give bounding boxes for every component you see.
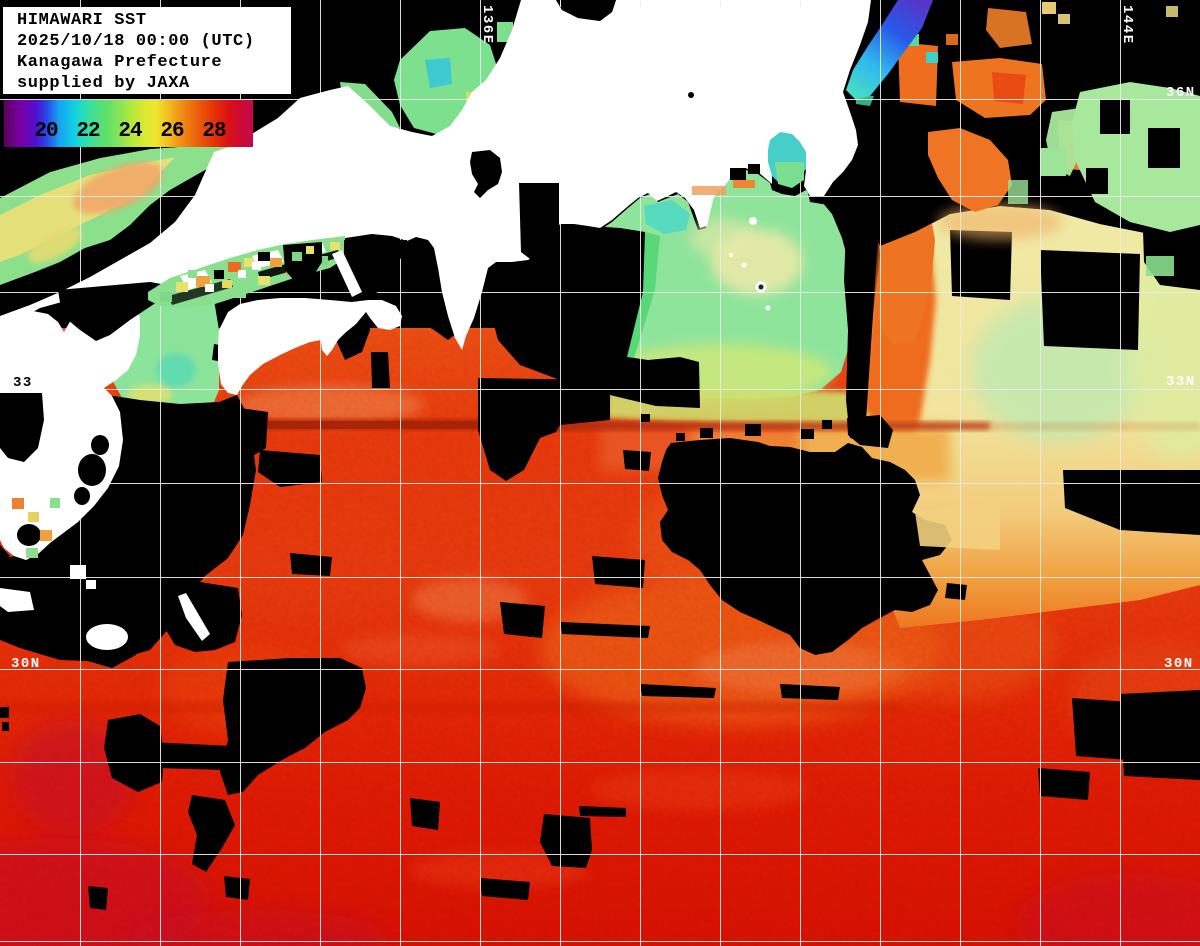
svg-text:HIMAWARI SST: HIMAWARI SST — [17, 11, 147, 30]
svg-text:136E: 136E — [479, 5, 495, 45]
svg-text:24: 24 — [118, 120, 142, 143]
svg-text:supplied by JAXA: supplied by JAXA — [17, 74, 190, 93]
svg-text:28: 28 — [202, 120, 226, 143]
svg-text:20: 20 — [34, 120, 58, 143]
svg-text:26: 26 — [160, 120, 184, 143]
svg-text:22: 22 — [76, 120, 100, 143]
svg-text:36N: 36N — [1166, 85, 1196, 101]
svg-text:33N: 33N — [1166, 374, 1196, 390]
svg-text:33: 33 — [13, 375, 33, 391]
svg-text:Kanagawa Prefecture: Kanagawa Prefecture — [17, 53, 222, 72]
svg-text:30N: 30N — [11, 656, 41, 672]
svg-text:30N: 30N — [1164, 656, 1194, 672]
svg-text:2025/10/18 00:00 (UTC): 2025/10/18 00:00 (UTC) — [17, 32, 255, 51]
svg-text:144E: 144E — [1119, 5, 1135, 45]
